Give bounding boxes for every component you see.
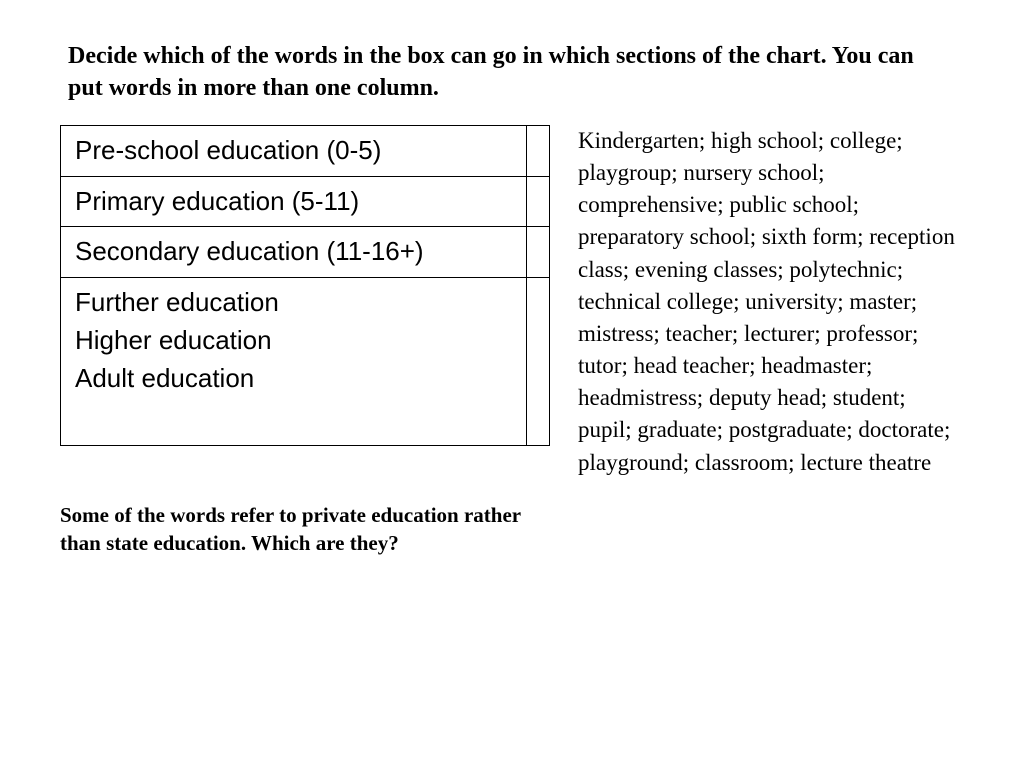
- chart-empty-cell: [527, 278, 549, 445]
- chart-label: Adult education: [75, 362, 514, 396]
- chart-empty-cell: [527, 177, 549, 227]
- chart-empty-cell: [527, 126, 549, 176]
- chart-label: Primary education (5-11): [61, 177, 527, 227]
- chart-label-spacer: [75, 400, 514, 434]
- table-row: Secondary education (11-16+): [61, 227, 549, 278]
- instruction-text: Decide which of the words in the box can…: [60, 40, 964, 105]
- chart-empty-cell: [527, 227, 549, 277]
- chart-label: Further education: [75, 286, 514, 320]
- chart-label: Secondary education (11-16+): [61, 227, 527, 277]
- table-row: Primary education (5-11): [61, 177, 549, 228]
- footer-note: Some of the words refer to private educa…: [60, 501, 550, 558]
- chart-label: Higher education: [75, 324, 514, 358]
- main-area: Pre-school education (0-5) Primary educa…: [60, 125, 964, 479]
- word-list: Kindergarten; high school; college; play…: [578, 125, 964, 479]
- table-row: Pre-school education (0-5): [61, 126, 549, 177]
- table-row: Further education Higher education Adult…: [61, 278, 549, 445]
- education-chart: Pre-school education (0-5) Primary educa…: [60, 125, 550, 447]
- chart-label-group: Further education Higher education Adult…: [61, 278, 527, 445]
- chart-label: Pre-school education (0-5): [61, 126, 527, 176]
